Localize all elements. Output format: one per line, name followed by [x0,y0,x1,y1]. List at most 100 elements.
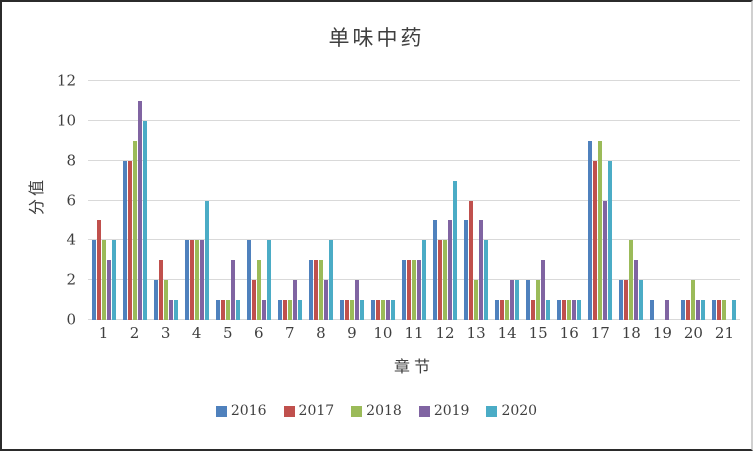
x-tick-label: 8 [316,324,326,342]
legend-label: 2018 [366,403,402,419]
legend-swatch [418,405,430,417]
bar-2018 [722,300,727,320]
bar-2017 [189,240,194,320]
bar-2018 [505,300,510,320]
bar-2017 [624,280,629,320]
x-tick-label: 12 [435,324,455,342]
bar-2017 [438,240,443,320]
bar-2019 [292,280,297,320]
gridline [88,80,740,81]
x-tick-label: 10 [373,324,393,342]
x-tick-label: 6 [253,324,264,342]
x-tick-label: 9 [347,324,357,342]
bar-group: 6 [243,81,274,341]
bar-2016 [91,240,96,320]
bar-group: 1 [88,81,119,341]
x-axis-title: 章节 [393,357,434,376]
bar-2016 [588,140,593,320]
legend-swatch [351,405,363,417]
bar-2020 [390,300,395,320]
bar-2016 [433,220,438,320]
x-tick-label: 5 [222,324,233,342]
legend-swatch [486,405,498,417]
x-tick-label: 20 [683,324,703,342]
legend-label: 2017 [298,403,335,419]
bar-2018 [194,240,199,320]
bar-group: 5 [212,81,243,341]
bar-2020 [142,120,147,320]
y-axis-ticks: 0 2 4 6 8 10 12 [2,73,76,327]
bar-group: 4 [181,81,212,341]
bar-2017 [220,300,225,320]
bar-2016 [184,240,189,320]
y-tick-label: 0 [66,310,76,329]
bar-group: 12 [430,81,461,341]
x-tick-label: 2 [129,324,140,342]
bar-2020 [546,300,551,320]
x-tick-label: 11 [404,324,424,342]
bar-2020 [173,300,178,320]
bar-2017 [531,300,536,320]
bar-2018 [411,260,416,320]
bar-2020 [421,240,426,320]
bar-2019 [137,100,142,320]
bar-2016 [619,280,624,320]
bar-2019 [510,280,515,320]
bar-2018 [287,300,292,320]
bar-2017 [717,300,722,320]
bar-2019 [634,260,639,320]
bar-2018 [691,280,696,320]
legend-item-2020: 2020 [486,403,537,419]
x-tick-label: 3 [160,324,171,342]
bar-2020 [577,300,582,320]
bar-2016 [370,300,375,320]
bar-group: 15 [523,81,554,341]
legend-label: 2016 [230,403,267,419]
bar-2017 [593,160,598,320]
legend-label: 2020 [501,403,538,419]
bar-2018 [318,260,323,320]
x-tick-label: 18 [621,324,641,342]
bar-2016 [215,300,220,320]
bar-group: 18 [616,81,647,341]
bar-2016 [246,240,251,320]
bar-group: 16 [554,81,585,341]
bar-2018 [536,280,541,320]
bar-2019 [323,280,328,320]
bar-2020 [639,280,644,320]
x-tick-label: 19 [652,324,672,342]
gridline [88,119,740,121]
bar-2018 [474,280,479,320]
bar-2016 [277,300,282,320]
legend-item-2018: 2018 [351,403,402,419]
legend: 2016 2017 2018 2019 2020 [2,403,751,419]
bar-group: 3 [150,81,181,341]
bar-2017 [562,300,567,320]
bar-2018 [443,240,448,320]
plot-area: 1 2 3 4 5 6 7 8 9 10 11 12 13 14 15 16 17 18 19 20 21 [88,80,740,341]
bar-2020 [608,160,613,320]
bar-2020 [266,240,271,320]
bar-2019 [199,240,204,320]
gridline [88,199,740,201]
bar-2020 [484,240,489,320]
bar-2016 [681,300,686,320]
bar-2016 [712,300,717,320]
bar-2019 [479,220,484,320]
bar-2018 [629,240,634,320]
bar-2017 [344,300,349,320]
bar-2019 [541,260,546,320]
bar-2019 [230,260,235,320]
bar-groups: 1 2 3 4 5 6 7 8 9 10 11 12 13 14 15 16 17 18 19 20 21 [88,81,740,341]
bar-group: 7 [274,81,305,341]
bar-group: 17 [585,81,616,341]
x-tick-label: 1 [98,324,109,342]
bar-2018 [163,280,168,320]
x-tick-label: 14 [497,324,517,342]
bar-2020 [453,180,458,320]
x-tick-label: 17 [590,324,610,342]
bar-2019 [106,260,111,320]
bar-2020 [732,300,737,320]
bar-2017 [282,300,287,320]
